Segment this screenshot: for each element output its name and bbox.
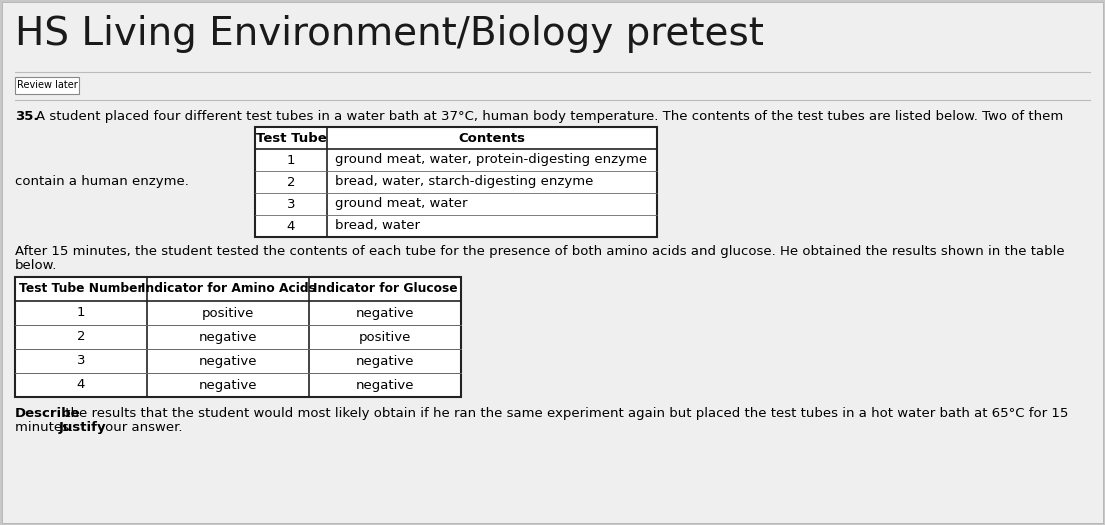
Text: Indicator for Amino Acids: Indicator for Amino Acids <box>140 282 315 296</box>
Text: bread, water: bread, water <box>335 219 420 233</box>
Text: Test Tube Number: Test Tube Number <box>19 282 144 296</box>
Text: After 15 minutes, the student tested the contents of each tube for the presence : After 15 minutes, the student tested the… <box>15 245 1064 258</box>
Text: 35.: 35. <box>15 110 39 123</box>
Text: 4: 4 <box>287 219 295 233</box>
Text: minutes.: minutes. <box>15 421 77 434</box>
Text: negative: negative <box>199 331 257 343</box>
Text: Review later: Review later <box>17 80 77 90</box>
Text: below.: below. <box>15 259 57 272</box>
Text: Indicator for Glucose: Indicator for Glucose <box>313 282 457 296</box>
Text: Test Tube: Test Tube <box>255 131 326 144</box>
Text: 4: 4 <box>77 379 85 392</box>
Text: positive: positive <box>359 331 411 343</box>
Text: bread, water, starch-digesting enzyme: bread, water, starch-digesting enzyme <box>335 175 593 188</box>
Text: the results that the student would most likely obtain if he ran the same experim: the results that the student would most … <box>61 407 1069 420</box>
Text: 2: 2 <box>287 175 295 188</box>
Text: contain a human enzyme.: contain a human enzyme. <box>15 175 189 188</box>
Text: 1: 1 <box>287 153 295 166</box>
Bar <box>15 277 461 397</box>
Text: 1: 1 <box>76 307 85 320</box>
Text: negative: negative <box>356 307 414 320</box>
Text: negative: negative <box>356 354 414 367</box>
Bar <box>15 77 78 94</box>
Text: ground meat, water, protein-digesting enzyme: ground meat, water, protein-digesting en… <box>335 153 648 166</box>
Text: Justify: Justify <box>59 421 106 434</box>
Text: 3: 3 <box>287 197 295 211</box>
Text: negative: negative <box>199 354 257 367</box>
Text: your answer.: your answer. <box>93 421 182 434</box>
Text: 3: 3 <box>76 354 85 367</box>
Text: HS Living Environment/Biology pretest: HS Living Environment/Biology pretest <box>15 15 764 53</box>
Text: Describe: Describe <box>15 407 81 420</box>
Text: 2: 2 <box>76 331 85 343</box>
Text: positive: positive <box>202 307 254 320</box>
Text: negative: negative <box>356 379 414 392</box>
Text: negative: negative <box>199 379 257 392</box>
Text: Contents: Contents <box>459 131 526 144</box>
Bar <box>255 127 657 237</box>
Text: ground meat, water: ground meat, water <box>335 197 467 211</box>
Text: A student placed four different test tubes in a water bath at 37°C, human body t: A student placed four different test tub… <box>36 110 1063 123</box>
